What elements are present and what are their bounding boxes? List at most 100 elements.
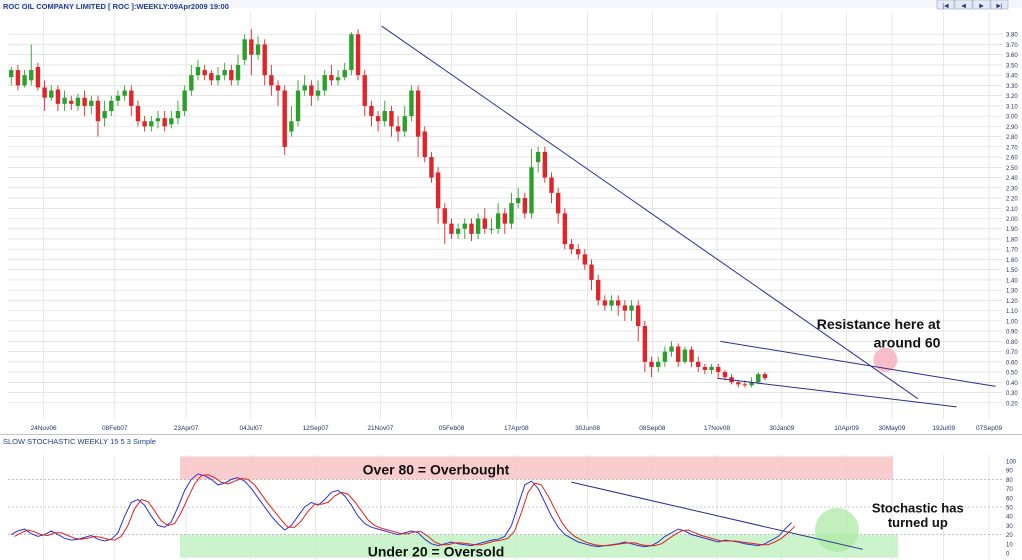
candle <box>482 208 487 234</box>
candle <box>515 187 521 209</box>
candle-body <box>549 177 554 193</box>
price-y-tick-label: 1.80 <box>1006 237 1018 243</box>
candle-body <box>175 111 181 119</box>
candle <box>282 85 287 156</box>
candle <box>275 80 281 106</box>
candle-body <box>295 90 301 122</box>
price-y-tick-label: 3.60 <box>1006 53 1018 59</box>
nav-next-button[interactable]: ▶ <box>972 0 991 10</box>
candle-body <box>315 90 321 96</box>
candle-body <box>269 75 274 86</box>
date-x-axis: 24Nov06 08Feb07 23Apr07 04Jul07 12Sep07 21Nov… <box>31 425 1003 432</box>
candle <box>582 249 588 270</box>
price-y-axis: 3.80 3.70 3.60 3.50 3.40 3.30 3.20 3.10 3.00 2.90… <box>1006 33 1018 408</box>
candle <box>122 85 127 101</box>
price-y-tick-label: 1.20 <box>1006 299 1018 305</box>
candle <box>522 192 528 219</box>
candle <box>696 356 701 373</box>
candle-body <box>569 244 574 250</box>
candle-body <box>189 75 194 91</box>
candle-body <box>395 126 401 132</box>
price-y-tick-label: 1.90 <box>1006 227 1018 233</box>
date-tick-label: 17Nov08 <box>704 425 730 432</box>
candle-body <box>389 111 394 127</box>
candle <box>455 223 461 239</box>
candle-body <box>35 66 41 88</box>
candle <box>449 218 454 239</box>
candle <box>242 34 247 65</box>
candle-body <box>502 213 508 224</box>
candle <box>255 36 261 60</box>
price-y-tick-label: 0.20 <box>1006 401 1018 407</box>
resistance-circle <box>873 347 898 372</box>
stochastic-annotation: Stochastic has <box>872 501 964 516</box>
candle-body <box>22 75 27 86</box>
candle <box>435 167 441 224</box>
candle <box>29 44 34 86</box>
resistance-highlight <box>873 347 898 372</box>
candle-body <box>609 300 614 306</box>
candle-body <box>762 374 768 379</box>
candle <box>649 356 654 378</box>
nav-previous-button[interactable]: ◀ <box>954 0 973 10</box>
candle <box>409 85 414 122</box>
nav-last-button[interactable]: ▶| <box>990 0 1009 10</box>
stochastic-d-line <box>14 474 796 547</box>
candle <box>415 85 421 158</box>
candle <box>202 64 207 81</box>
candle <box>629 300 634 321</box>
price-y-tick-label: 1.30 <box>1006 289 1018 295</box>
resistance-annotation: Resistance here at <box>817 316 941 332</box>
candle-body <box>62 97 67 104</box>
overbought-label: Over 80 = Overbought <box>363 461 510 477</box>
candle-body <box>109 100 114 112</box>
candle <box>209 70 214 86</box>
svg-text:▶|: ▶| <box>996 4 1003 10</box>
candle <box>569 238 574 255</box>
candle <box>295 80 301 127</box>
date-tick-label: 19Jul09 <box>932 425 955 432</box>
candle-body <box>636 305 641 326</box>
stochastic-zones: Over 80 = Overbought Under 20 = Oversold <box>180 456 898 560</box>
candle-body <box>95 100 101 122</box>
candle <box>109 95 114 117</box>
date-tick-label: 30May09 <box>879 425 906 432</box>
candle <box>162 111 167 132</box>
candle <box>195 59 201 81</box>
oversold-zone <box>180 534 898 558</box>
candle-body <box>749 382 754 386</box>
candle <box>509 192 514 229</box>
candle-body <box>649 361 654 367</box>
candle-body <box>349 34 354 71</box>
price-y-tick-label: 0.90 <box>1006 330 1018 336</box>
date-tick-label: 30Jan09 <box>769 425 794 432</box>
nav-first-button[interactable]: |◀ <box>936 0 955 10</box>
candle <box>736 380 741 388</box>
date-tick-label: 12Sep07 <box>303 425 329 432</box>
price-y-tick-label: 2.20 <box>1006 197 1018 203</box>
candle <box>95 95 101 137</box>
price-candles <box>9 29 768 388</box>
candle <box>302 75 307 96</box>
candle <box>335 70 341 86</box>
date-tick-label: 07Sep09 <box>976 425 1002 432</box>
candle-body <box>676 346 681 362</box>
candle <box>262 39 267 86</box>
candle-body <box>409 90 414 117</box>
stoch-y-tick-label: 50 <box>1006 506 1013 512</box>
candle-body <box>696 361 701 367</box>
candle <box>222 62 227 81</box>
candle-body <box>302 85 307 91</box>
candle-body <box>362 75 367 106</box>
price-y-tick-label: 0.50 <box>1006 371 1018 377</box>
candle-body <box>115 95 121 101</box>
candle-body <box>355 34 361 76</box>
candle-body <box>242 39 247 60</box>
candle <box>42 80 47 112</box>
price-y-tick-label: 0.70 <box>1006 350 1018 356</box>
overbought-zone <box>180 456 893 480</box>
candle-body <box>369 105 374 117</box>
candle-body <box>435 172 441 209</box>
date-tick-label: 24Nov06 <box>31 425 57 432</box>
candle-body <box>262 44 267 76</box>
